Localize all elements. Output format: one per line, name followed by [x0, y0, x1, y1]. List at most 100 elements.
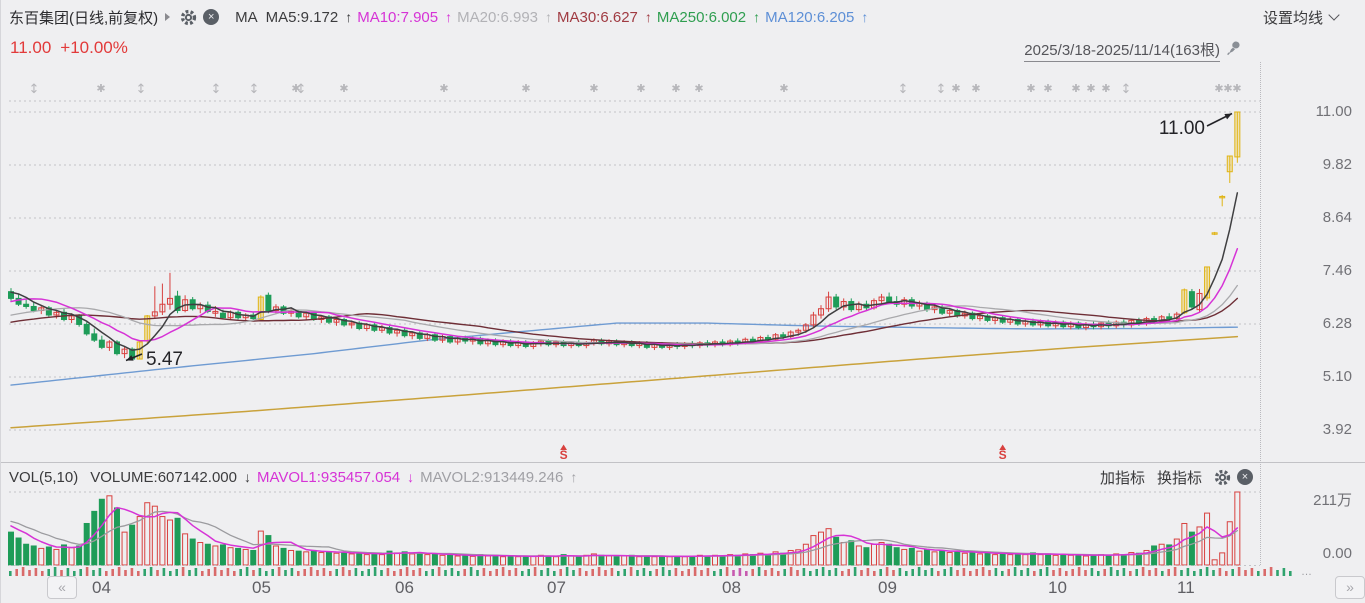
announcement-updown-marker-icon[interactable]: ↕	[936, 82, 947, 97]
volume-bar	[439, 554, 446, 566]
pin-icon[interactable]	[1226, 40, 1242, 61]
announcement-updown-marker-icon[interactable]: ↕	[211, 82, 222, 97]
volume-settings-gear-icon[interactable]	[1214, 469, 1231, 486]
ma-settings-button[interactable]: 设置均线	[1263, 7, 1340, 28]
announcement-star-marker-icon[interactable]: ✱	[1043, 82, 1052, 95]
announcement-star-marker-icon[interactable]: ✱	[1214, 82, 1223, 95]
dividend-marker-icon[interactable]	[999, 444, 1007, 451]
announcement-updown-marker-icon[interactable]: ↕	[296, 82, 307, 97]
announcement-star-marker-icon[interactable]: ✱	[589, 82, 598, 95]
volume-bar	[401, 551, 408, 566]
navigator-tick	[943, 569, 946, 576]
volume-close-icon[interactable]: ×	[1237, 469, 1253, 485]
announcement-star-marker-icon[interactable]: ✱	[971, 82, 980, 95]
switch-indicator-button[interactable]: 换指标	[1156, 469, 1202, 487]
volume-bar	[1052, 554, 1059, 566]
indicator-settings-gear-icon[interactable]	[180, 9, 197, 26]
navigator-tick	[309, 567, 313, 576]
candle-body	[219, 312, 226, 319]
navigator-tick	[738, 568, 742, 576]
announcement-updown-marker-icon[interactable]: ↕	[29, 82, 40, 97]
candle-body	[802, 324, 809, 331]
close-indicator-icon[interactable]: ×	[203, 9, 220, 25]
dividend-marker-icon[interactable]: S	[999, 448, 1007, 462]
announcement-star-marker-icon[interactable]: ✱	[1026, 82, 1035, 95]
navigator-tick	[169, 571, 172, 576]
announcement-star-marker-icon[interactable]: ✱	[291, 82, 300, 95]
announcement-star-marker-icon[interactable]: ✱	[694, 82, 703, 95]
announcement-star-marker-icon[interactable]: ✱	[439, 82, 448, 95]
navigator-tick	[1026, 568, 1030, 576]
volume-bar	[113, 507, 120, 566]
navigator-tick	[1282, 568, 1286, 576]
announcement-star-marker-icon[interactable]: ✱	[1223, 82, 1232, 95]
volume-header: VOL(5,10) VOLUME:607142.000 ↓ MAVOL1:93545…	[9, 464, 1365, 490]
navigator-tick	[700, 570, 703, 576]
announcement-star-marker-icon[interactable]: ✱	[671, 82, 680, 95]
scroll-left-button[interactable]: «	[47, 576, 77, 599]
navigator-tick	[450, 568, 454, 576]
navigator-tick	[770, 568, 774, 576]
volume-bar	[424, 554, 431, 566]
navigator-tick	[1237, 567, 1241, 576]
navigator-tick	[476, 570, 479, 576]
chevron-down-icon	[1328, 9, 1340, 21]
scroll-right-button[interactable]: »	[1335, 576, 1365, 599]
volume-bar	[1022, 554, 1029, 566]
volume-bar	[310, 549, 317, 566]
candle-body	[83, 323, 90, 335]
volume-bar	[606, 555, 613, 566]
volume-bar	[447, 554, 454, 566]
dividend-marker-icon[interactable]	[560, 444, 568, 451]
announcement-updown-marker-icon[interactable]: ↕	[136, 82, 147, 97]
navigator-tick	[156, 570, 159, 576]
date-range-link[interactable]: 2025/3/18-2025/11/14(163根)	[1024, 39, 1220, 62]
announcement-updown-marker-icon[interactable]: ↕	[1121, 82, 1132, 97]
announcement-star-marker-icon[interactable]: ✱	[1232, 82, 1241, 95]
navigator-tick	[201, 571, 204, 576]
volume-bar	[643, 555, 650, 566]
volume-bar	[553, 556, 560, 566]
announcement-star-marker-icon[interactable]: ✱	[96, 82, 105, 95]
navigator-tick	[341, 567, 345, 576]
volume-bar	[855, 545, 862, 566]
announcement-updown-marker-icon[interactable]: ↕	[249, 82, 260, 97]
navigator-tick	[713, 571, 716, 576]
navigator-tick	[322, 568, 326, 576]
volume-chart[interactable]	[1, 490, 1365, 566]
navigator-tick	[585, 571, 588, 576]
announcement-star-marker-icon[interactable]: ✱	[521, 82, 530, 95]
candle-body	[1181, 289, 1188, 314]
navigator-tick	[1276, 570, 1279, 576]
candle-body	[341, 319, 348, 326]
navigator-tick	[9, 571, 12, 576]
volume-bar	[992, 554, 999, 566]
ma-legend-label: MA	[235, 8, 258, 26]
title-caret-icon[interactable]	[165, 13, 171, 21]
candle-body	[817, 308, 824, 316]
volume-bar	[295, 550, 302, 566]
navigator-tick	[239, 569, 242, 576]
navigator-strip[interactable]: …	[1, 565, 1365, 578]
add-indicator-button[interactable]: 加指标	[1099, 469, 1145, 487]
announcement-star-marker-icon[interactable]: ✱	[951, 82, 960, 95]
navigator-tick	[412, 570, 415, 576]
volume-bar	[166, 519, 173, 566]
navigator-tick	[1013, 567, 1017, 576]
volume-bar	[833, 536, 840, 566]
announcement-star-marker-icon[interactable]: ✱	[779, 82, 788, 95]
announcement-updown-marker-icon[interactable]: ↕	[898, 82, 909, 97]
navigator-tick	[1205, 567, 1209, 576]
navigator-tick	[98, 568, 102, 576]
announcement-star-marker-icon[interactable]: ✱	[339, 82, 348, 95]
announcement-star-marker-icon[interactable]: ✱	[1071, 82, 1080, 95]
navigator-tick	[425, 571, 428, 576]
volume-bar	[1204, 512, 1211, 566]
announcement-star-marker-icon[interactable]: ✱	[1086, 82, 1095, 95]
announcement-star-marker-icon[interactable]: ✱	[636, 82, 645, 95]
navigator-tick	[1129, 571, 1132, 576]
announcement-star-marker-icon[interactable]: ✱	[1101, 82, 1110, 95]
dividend-marker-icon[interactable]: S	[560, 448, 568, 462]
volume-bar	[560, 554, 567, 566]
